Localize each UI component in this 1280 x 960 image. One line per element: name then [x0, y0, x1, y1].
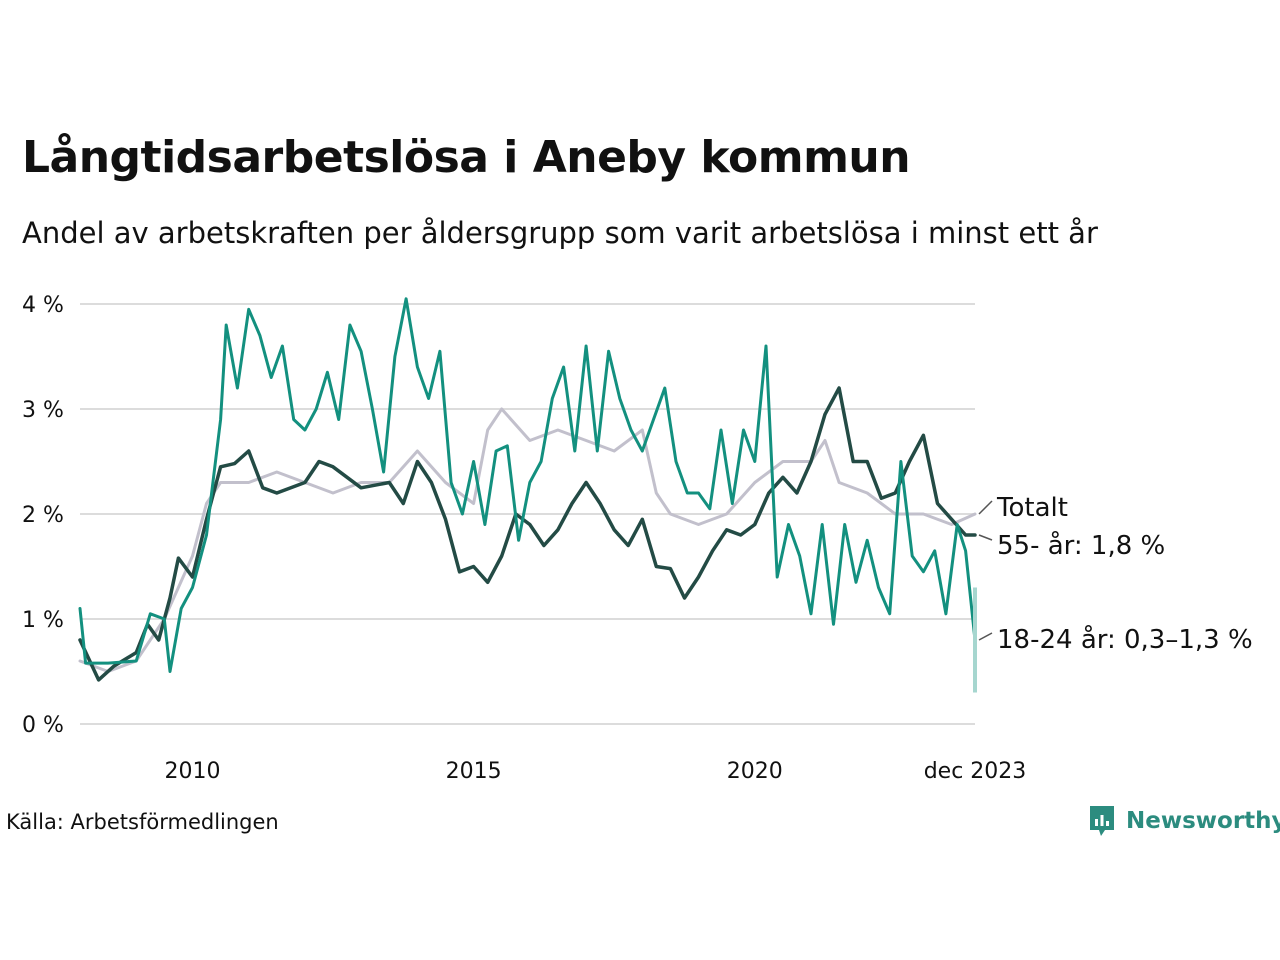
newsworthy-logo-icon — [1090, 806, 1114, 836]
y-tick-label: 3 % — [22, 398, 64, 423]
chart-subtitle: Andel av arbetskraften per åldersgrupp s… — [22, 216, 1098, 250]
chart-title: Långtidsarbetslösa i Aneby kommun — [22, 132, 911, 183]
grid-lines — [80, 303, 975, 725]
y-tick-label: 0 % — [22, 713, 64, 738]
y-tick-label: 4 % — [22, 293, 64, 318]
series-lines — [78, 297, 977, 693]
series-label-total: Totalt — [996, 493, 1068, 523]
series-line-total — [78, 407, 977, 673]
y-axis-ticks: 0 % 1 % 2 % 3 % 4 % — [22, 293, 64, 738]
x-tick-label: 2015 — [446, 759, 502, 784]
series-label-senior: 55- år: 1,8 % — [997, 530, 1165, 561]
series-line-youth — [78, 297, 977, 673]
series-labels: Totalt 55- år: 1,8 % 18-24 år: 0,3–1,3 % — [978, 493, 1253, 655]
x-tick-label: 2010 — [164, 759, 220, 784]
x-tick-label: dec 2023 — [924, 759, 1027, 784]
x-axis-ticks: 2010 2015 2020 dec 2023 — [164, 759, 1026, 784]
y-tick-label: 1 % — [22, 608, 64, 633]
line-chart: 0 % 1 % 2 % 3 % 4 % 2010 2015 2020 dec 2023 Tot… — [22, 293, 1253, 784]
brand-name: Newsworthy — [1126, 808, 1280, 834]
series-line-senior — [78, 386, 977, 682]
label-leader-youth — [978, 632, 993, 641]
label-leader-senior — [978, 534, 993, 541]
x-tick-label: 2020 — [727, 759, 783, 784]
series-label-youth: 18-24 år: 0,3–1,3 % — [997, 624, 1253, 655]
y-tick-label: 2 % — [22, 503, 64, 528]
brand-logo: Newsworthy — [1088, 804, 1280, 838]
source-note: Källa: Arbetsförmedlingen — [6, 810, 279, 834]
label-leader-total — [978, 500, 993, 515]
